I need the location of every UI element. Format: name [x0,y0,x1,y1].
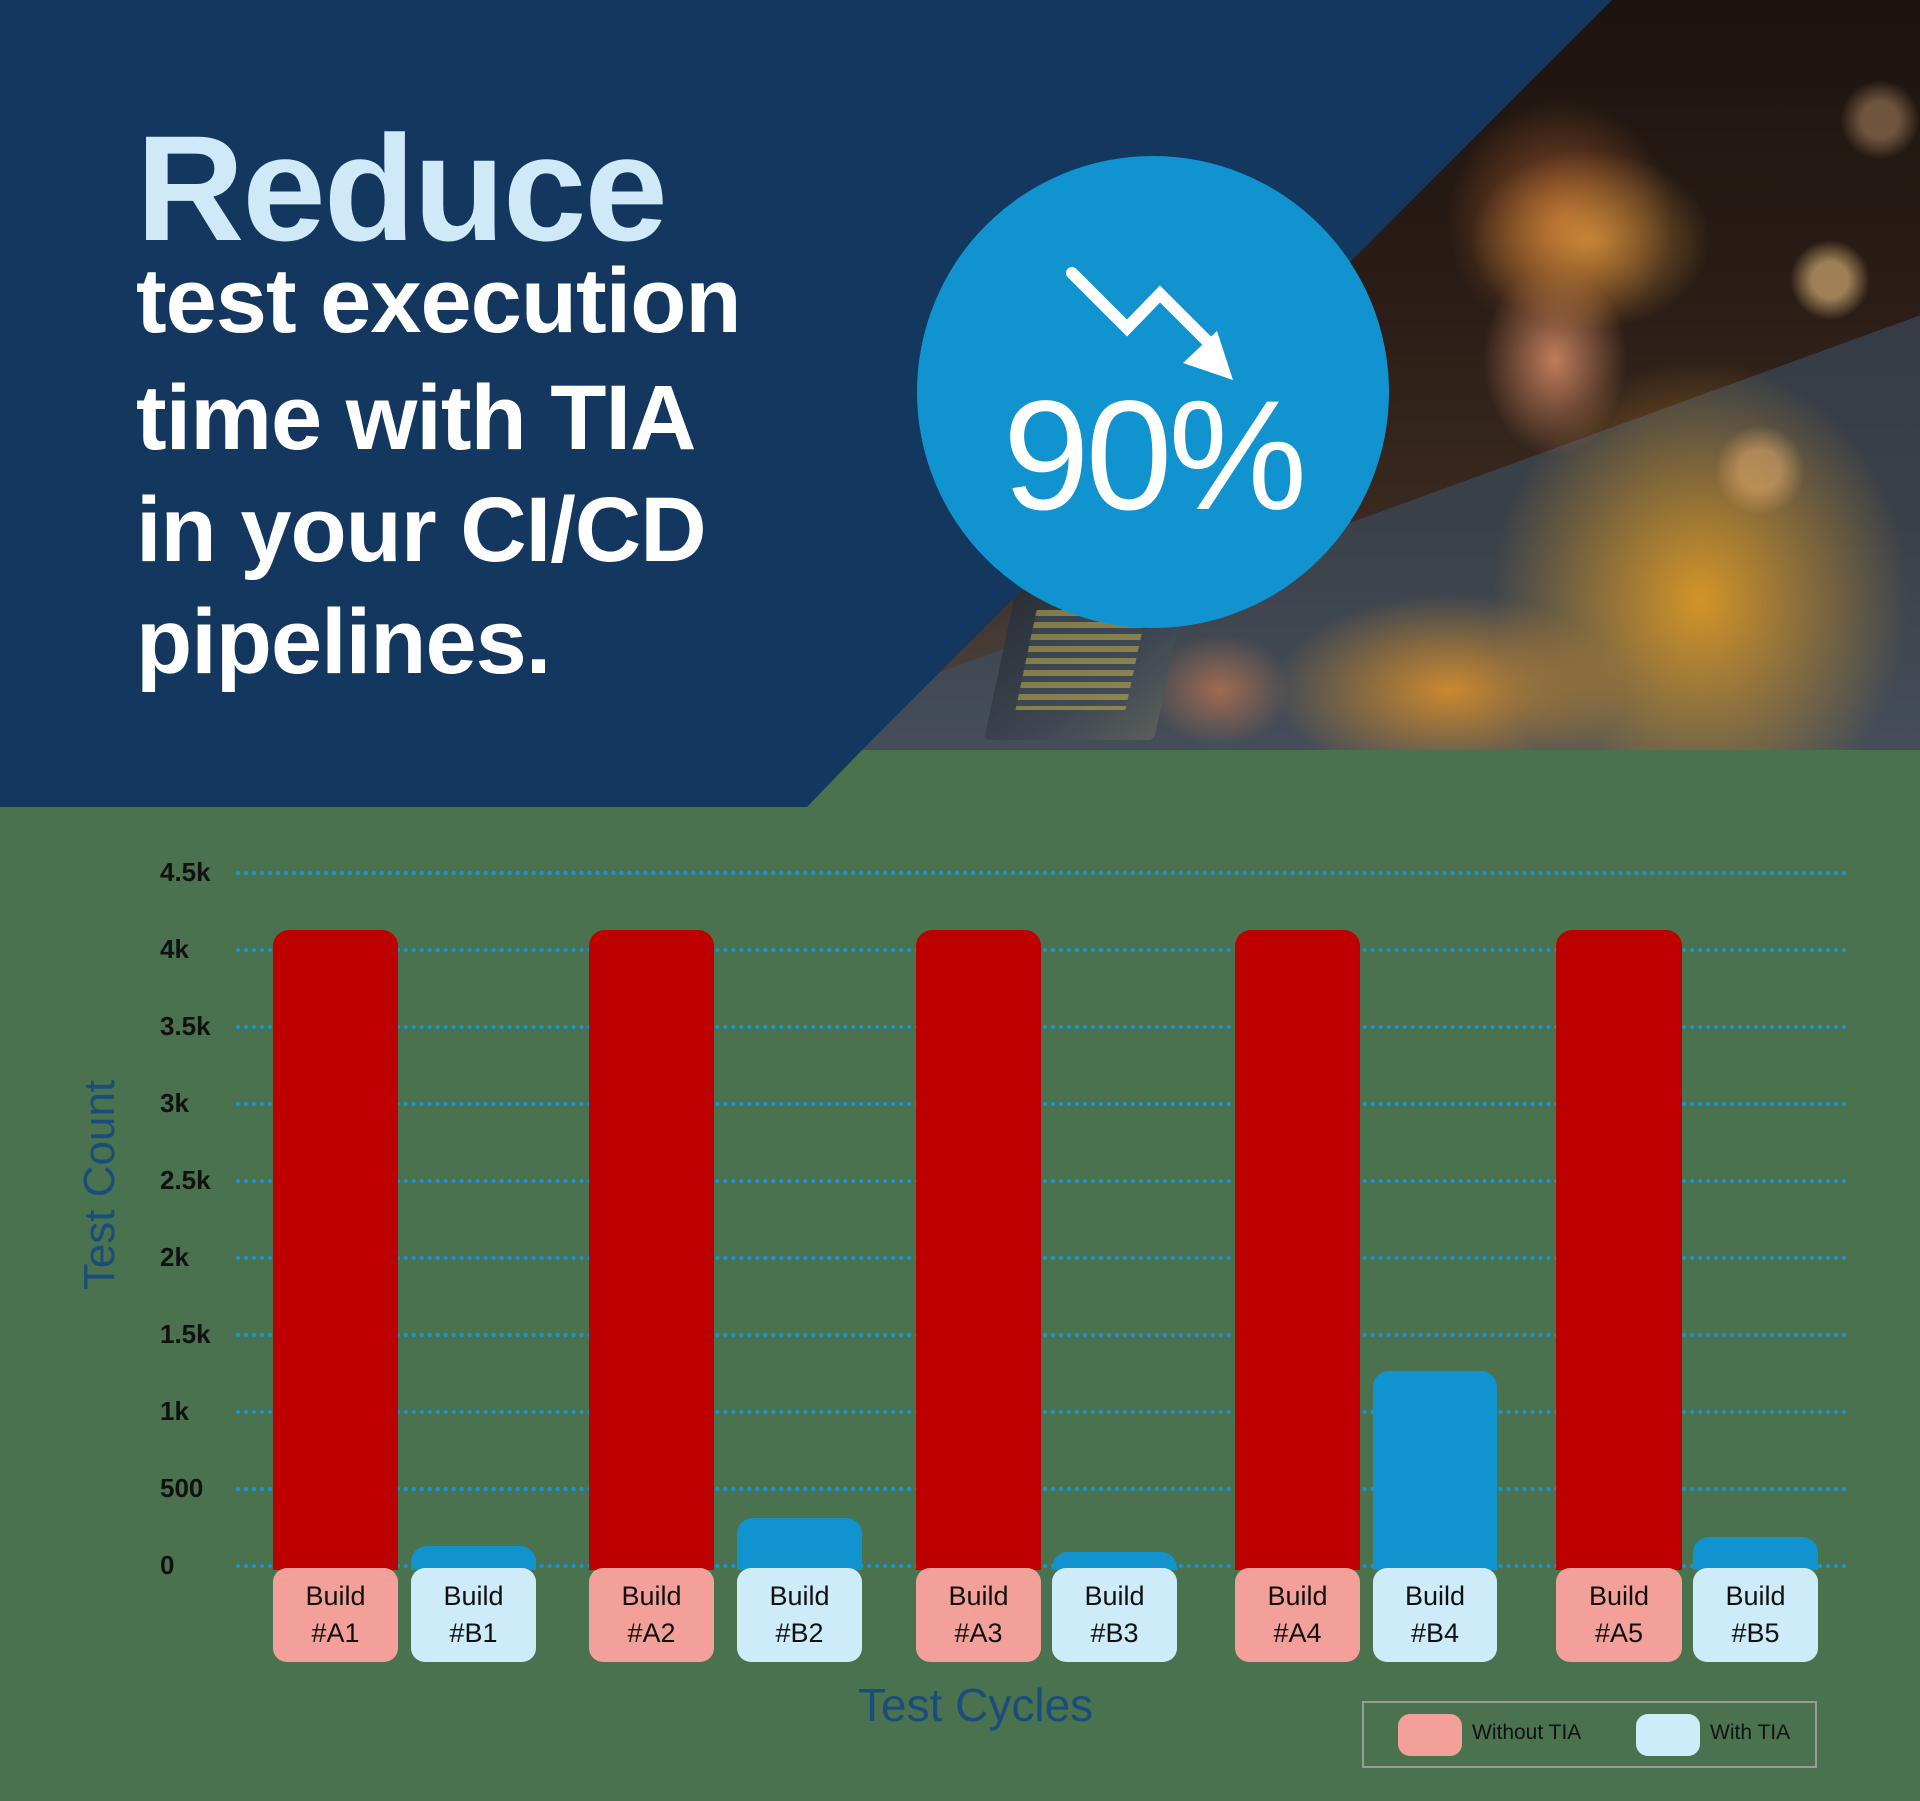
y-tick-label: 4k [160,934,189,964]
category-label-a4: Build #A4 [1235,1568,1360,1662]
legend-swatch-with-tia [1636,1714,1700,1756]
label-line: #B3 [1090,1618,1139,1648]
y-tick-label: 500 [160,1473,204,1503]
y-tick-label: 3.5k [160,1011,211,1041]
y-tick-label: 0 [160,1550,175,1580]
gridline [236,1102,1848,1106]
reduction-percent: 90% [1002,369,1307,543]
y-tick-label: 2k [160,1242,189,1272]
hero-banner: Reduce test execution time with TIA in y… [0,0,1920,810]
category-label-b1: Build #B1 [411,1568,536,1662]
label-line: Build [305,1581,366,1611]
label-line: Build [443,1581,504,1611]
category-label-b4: Build #B4 [1373,1568,1497,1662]
bar-without-tia-a4[interactable] [1235,930,1360,1570]
label-line: Build [1084,1581,1145,1611]
label-line: Build [769,1581,830,1611]
bar-without-tia-a1[interactable] [273,930,398,1570]
bar-with-tia-b2[interactable] [737,1518,862,1570]
headline-line: test execution [136,250,742,352]
gridline [236,1025,1848,1029]
y-tick-label: 2.5k [160,1165,211,1195]
label-line: #A5 [1594,1618,1644,1648]
label-line: Build [1404,1581,1466,1611]
gridline [236,1410,1848,1414]
label-line: Build [1267,1581,1328,1611]
gridline [236,948,1848,952]
trend-down-arrow-icon [1066,267,1233,380]
label-line: #A2 [627,1618,676,1648]
gridline [236,1564,1848,1568]
headline-line: in your CI/CD [136,479,707,581]
bar-with-tia-b1[interactable] [411,1546,536,1570]
chart-legend: Without TIA With TIA [1362,1701,1817,1768]
label-line: #A1 [311,1618,360,1648]
legend-label-without-tia: Without TIA [1472,1721,1582,1744]
headline-emphasis: Reduce [136,104,668,272]
label-line: #B4 [1410,1618,1460,1648]
label-line: #A4 [1273,1618,1322,1648]
category-label-b3: Build #B3 [1052,1568,1177,1662]
gridline [236,1179,1848,1183]
bar-without-tia-a5[interactable] [1556,930,1682,1570]
y-tick-label: 1.5k [160,1319,211,1349]
bar-with-tia-b5[interactable] [1693,1537,1818,1570]
bar-with-tia-b4[interactable] [1373,1371,1497,1570]
legend-swatch-without-tia [1398,1714,1462,1756]
category-label-a2: Build #A2 [589,1568,714,1662]
label-line: #B2 [775,1618,824,1648]
reduction-badge: 90% [917,156,1389,628]
category-label-a3: Build #A3 [916,1568,1041,1662]
legend-label-with-tia: With TIA [1710,1721,1791,1744]
y-axis-title: Test Count [75,1079,124,1291]
bar-without-tia-a3[interactable] [916,930,1041,1570]
bar-chart: Test Count 4.5k 4k 3.5k 3k 2.5k 2k 1.5k … [0,810,1920,1801]
headline-line: pipelines. [136,591,551,693]
category-label-a5: Build #A5 [1556,1568,1682,1662]
label-line: #B1 [449,1618,498,1648]
x-axis-title: Test Cycles [858,1679,1094,1731]
category-label-b5: Build #B5 [1693,1568,1818,1662]
bar-without-tia-a2[interactable] [589,930,714,1570]
bar-with-tia-b3[interactable] [1052,1552,1177,1570]
label-line: #B5 [1731,1618,1780,1648]
headline-line: time with TIA [136,367,696,469]
category-label-a1: Build #A1 [273,1568,398,1662]
label-line: Build [1588,1581,1650,1611]
label-line: #A3 [954,1618,1003,1648]
category-label-b2: Build #B2 [737,1568,862,1662]
gridline [236,1333,1848,1337]
gridline [236,1487,1848,1491]
gridline [236,1256,1848,1260]
y-tick-label: 1k [160,1396,189,1426]
gridline [236,871,1848,875]
label-line: Build [948,1581,1009,1611]
y-tick-label: 3k [160,1088,189,1118]
label-line: Build [1725,1581,1786,1611]
label-line: Build [621,1581,682,1611]
y-tick-label: 4.5k [160,857,211,887]
